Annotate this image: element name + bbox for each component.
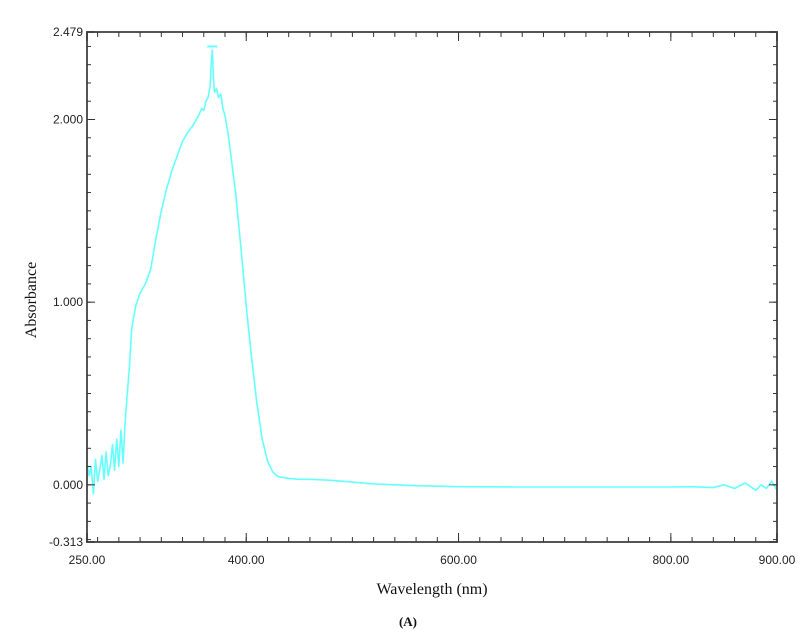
data-point (330, 479, 332, 481)
data-point (215, 87, 218, 90)
data-point (771, 480, 773, 482)
data-point (309, 478, 311, 480)
data-point (122, 462, 124, 464)
data-point (256, 402, 258, 404)
x-axis-label: Wavelength (nm) (376, 581, 487, 598)
data-point (88, 475, 90, 477)
data-point (235, 191, 237, 194)
axes: 250.00 400.00 600.00 800.00 900.00 2.479 2.000… (49, 25, 796, 567)
data-point (712, 486, 714, 489)
data-point (107, 475, 109, 477)
data-point (130, 328, 133, 331)
data-point (351, 481, 353, 483)
data-point (105, 451, 107, 453)
data-point (277, 476, 279, 478)
data-point (272, 471, 274, 473)
y-tick-label: 1.000 (53, 295, 83, 309)
data-point (211, 49, 213, 51)
data-point (230, 159, 232, 161)
data-point (218, 96, 220, 99)
y-tick-label: -0.313 (49, 535, 83, 549)
data-point (670, 486, 672, 488)
data-point (139, 292, 141, 294)
data-point (765, 487, 767, 490)
data-point (114, 469, 116, 471)
data-point (150, 268, 152, 270)
data-point (94, 458, 97, 460)
data-point (120, 429, 122, 431)
data-point (111, 444, 114, 446)
plot-frame (86, 31, 778, 543)
data-point (394, 484, 396, 486)
data-point (266, 460, 269, 462)
data-point (97, 480, 99, 482)
data-point (166, 188, 168, 190)
data-point (209, 86, 211, 88)
data-point (220, 93, 222, 95)
data-point (288, 477, 290, 480)
data-point (298, 478, 300, 480)
data-point (103, 478, 105, 480)
x-tick-label: 800.00 (652, 553, 689, 567)
data-point (135, 305, 137, 307)
data-point (92, 493, 94, 495)
data-point (197, 115, 200, 117)
data-point (160, 210, 162, 212)
data-point (181, 140, 184, 143)
data-point (415, 485, 417, 487)
data-point (210, 64, 212, 66)
data-point (224, 115, 226, 117)
data-point (261, 438, 263, 440)
y-tick-label: 2.479 (53, 25, 83, 39)
data-point (116, 438, 118, 440)
data-point (187, 131, 189, 133)
y-tick-label: 0.000 (53, 478, 83, 492)
data-point (212, 73, 214, 75)
data-point (222, 107, 224, 110)
data-point (213, 91, 215, 93)
figure-caption: (A) (399, 614, 417, 629)
data-point (124, 420, 126, 422)
data-point (744, 482, 746, 484)
x-tick-label: 400.00 (228, 553, 265, 567)
data-point (250, 356, 253, 358)
data-point (207, 96, 209, 99)
data-point (126, 392, 128, 395)
data-point (144, 283, 146, 285)
data-point (373, 483, 375, 485)
data-point (733, 487, 736, 490)
data-point (109, 464, 111, 466)
data-point (99, 469, 101, 471)
y-tick-label: 2.000 (53, 112, 83, 126)
data-point (755, 489, 757, 491)
data-point (723, 484, 725, 486)
data-point (171, 170, 173, 172)
data-point (691, 486, 693, 488)
data-point (227, 133, 229, 135)
data-point (205, 100, 207, 102)
data-point (118, 465, 120, 468)
data-point (155, 237, 157, 239)
data-point (101, 454, 103, 457)
data-point (203, 109, 205, 111)
x-tick-label: 600.00 (440, 553, 477, 567)
data-point (192, 124, 194, 126)
data-point (128, 365, 131, 367)
data-point (133, 316, 135, 318)
data-point (617, 486, 619, 488)
data-point (240, 246, 242, 248)
x-tick-label: 900.00 (759, 553, 796, 567)
y-axis-label: Absorbance (23, 262, 40, 338)
x-tick-label: 250.00 (69, 553, 106, 567)
data-point (201, 107, 203, 110)
data-point (511, 486, 513, 488)
data-point (176, 155, 178, 157)
data-point (760, 484, 762, 486)
data-point (564, 486, 566, 488)
absorbance-line (86, 49, 778, 495)
data-point (245, 305, 247, 307)
data-point (457, 486, 460, 488)
